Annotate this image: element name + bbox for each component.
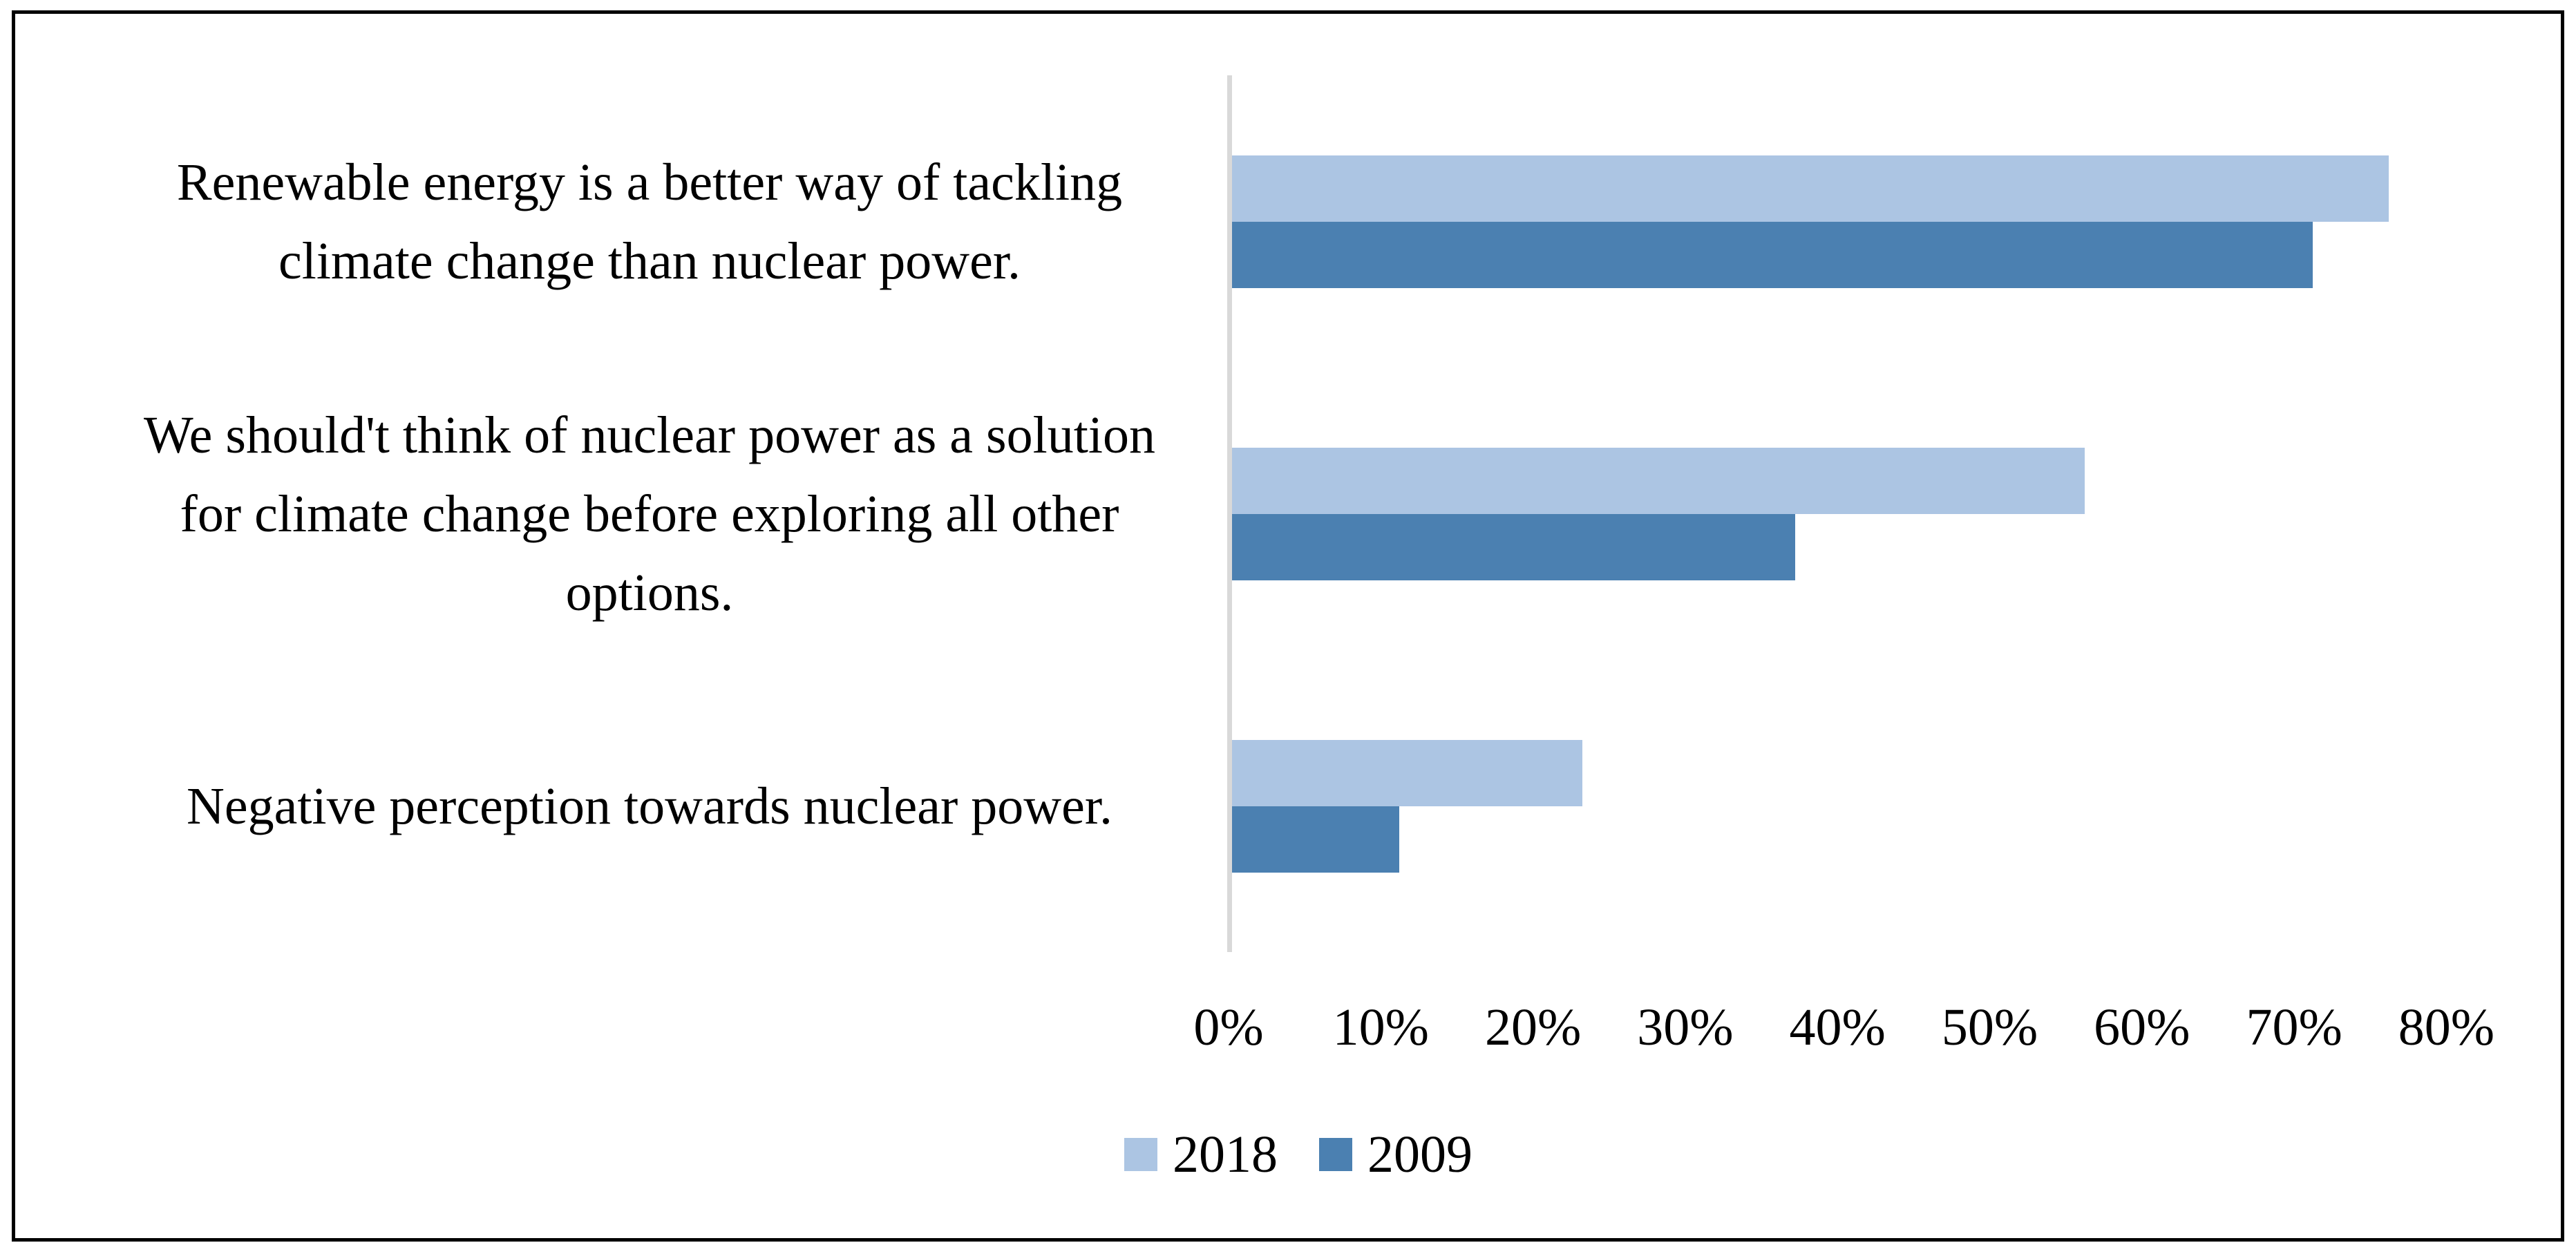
category-label-line: climate change than nuclear power. <box>278 231 1021 290</box>
category-label: Renewable energy is a better way of tack… <box>48 143 1251 301</box>
x-tick-label: 10% <box>1332 998 1429 1056</box>
legend-swatch-2009 <box>1319 1138 1352 1171</box>
chart-border <box>12 10 2564 1242</box>
category-label-line: options. <box>565 563 734 622</box>
category-label-line: We should't think of nuclear power as a … <box>144 406 1155 464</box>
bar-2009-category-1 <box>1232 222 2313 288</box>
x-tick-label: 20% <box>1484 998 1582 1056</box>
legend-item-2018: 2018 <box>1124 1128 1278 1181</box>
legend-label: 2009 <box>1367 1125 1472 1184</box>
x-tick-label: 70% <box>2246 998 2342 1056</box>
value-axis-line <box>1227 75 1232 952</box>
category-label-line: Renewable energy is a better way of tack… <box>176 153 1123 211</box>
bar-2018-category-1 <box>1232 155 2389 222</box>
x-tick-label: 60% <box>2094 998 2190 1056</box>
legend-label: 2018 <box>1173 1125 1278 1184</box>
bar-2009-category-2 <box>1232 514 1795 580</box>
category-label-line: for climate change before exploring all … <box>180 484 1119 543</box>
bar-2018-category-3 <box>1232 740 1582 806</box>
legend-swatch-2018 <box>1124 1138 1157 1171</box>
bar-2009-category-3 <box>1232 806 1399 873</box>
x-tick-label: 80% <box>2398 998 2495 1056</box>
category-label: We should't think of nuclear power as a … <box>48 396 1251 632</box>
x-tick-label: 50% <box>1941 998 2038 1056</box>
legend: 2018 2009 <box>1124 1128 1472 1181</box>
category-label-line: Negative perception towards nuclear powe… <box>186 777 1113 835</box>
x-tick-label: 40% <box>1789 998 1886 1056</box>
bar-2018-category-2 <box>1232 448 2085 514</box>
x-tick-label: 30% <box>1637 998 1734 1056</box>
category-label: Negative perception towards nuclear powe… <box>48 767 1251 846</box>
legend-item-2009: 2009 <box>1319 1128 1472 1181</box>
x-tick-label: 0% <box>1193 998 1264 1056</box>
